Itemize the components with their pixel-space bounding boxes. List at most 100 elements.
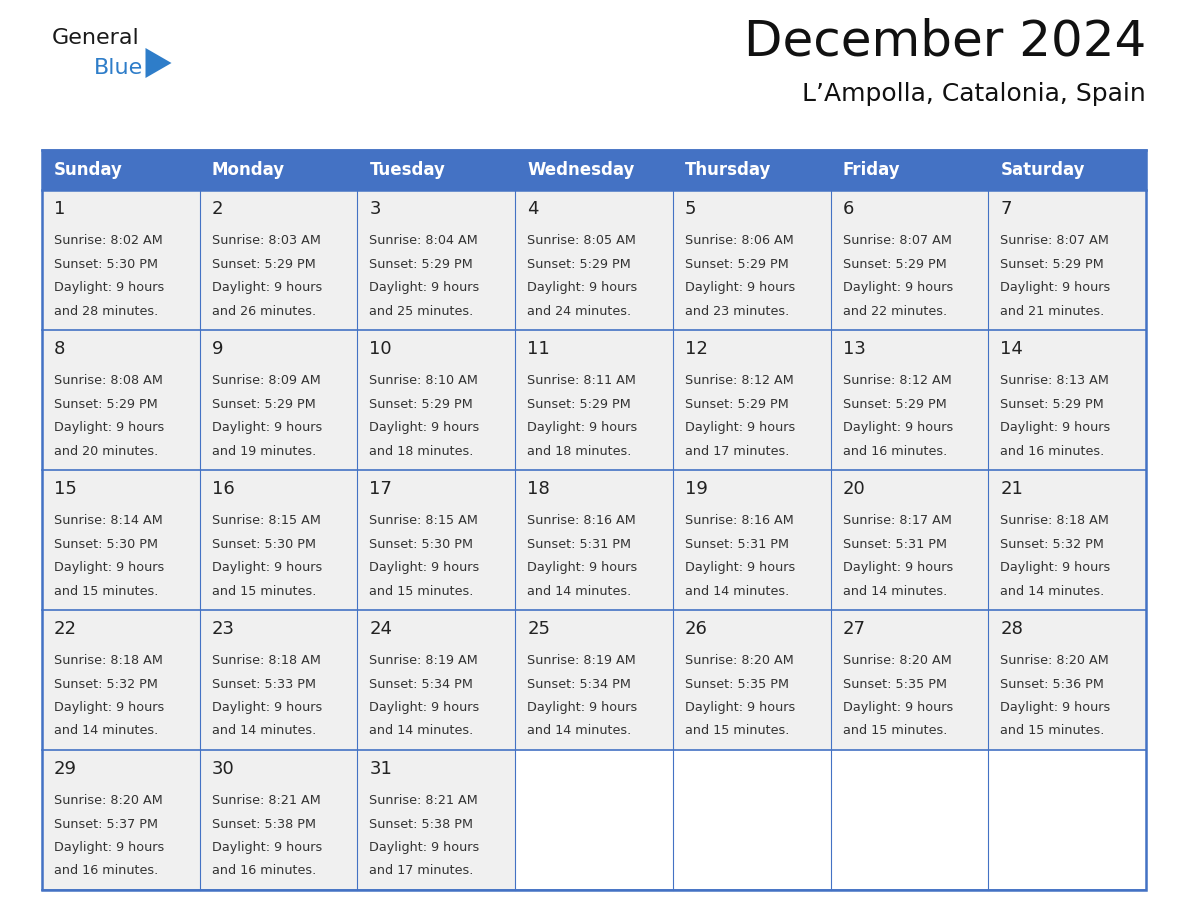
Text: Daylight: 9 hours: Daylight: 9 hours: [1000, 421, 1111, 434]
Text: Sunrise: 8:20 AM: Sunrise: 8:20 AM: [684, 654, 794, 667]
Text: and 23 minutes.: and 23 minutes.: [684, 305, 789, 318]
Text: Sunrise: 8:11 AM: Sunrise: 8:11 AM: [527, 374, 636, 387]
Text: Sunrise: 8:15 AM: Sunrise: 8:15 AM: [369, 514, 479, 527]
Text: Sunrise: 8:03 AM: Sunrise: 8:03 AM: [211, 234, 321, 247]
Text: and 16 minutes.: and 16 minutes.: [1000, 444, 1105, 457]
Text: 25: 25: [527, 620, 550, 638]
Text: 24: 24: [369, 620, 392, 638]
Bar: [200, 150, 358, 190]
Text: and 15 minutes.: and 15 minutes.: [211, 585, 316, 598]
Text: and 17 minutes.: and 17 minutes.: [684, 444, 789, 457]
Text: Daylight: 9 hours: Daylight: 9 hours: [842, 281, 953, 294]
Text: General: General: [52, 28, 140, 48]
Text: Daylight: 9 hours: Daylight: 9 hours: [527, 701, 638, 714]
Text: Sunset: 5:29 PM: Sunset: 5:29 PM: [369, 397, 473, 410]
Text: 16: 16: [211, 480, 234, 498]
Text: and 21 minutes.: and 21 minutes.: [1000, 305, 1105, 318]
Text: Daylight: 9 hours: Daylight: 9 hours: [369, 281, 480, 294]
Text: Sunrise: 8:07 AM: Sunrise: 8:07 AM: [1000, 234, 1110, 247]
Text: and 14 minutes.: and 14 minutes.: [527, 724, 631, 737]
Bar: [830, 610, 988, 750]
Text: 5: 5: [684, 200, 696, 218]
Text: Daylight: 9 hours: Daylight: 9 hours: [53, 281, 164, 294]
Bar: [988, 610, 1146, 750]
Bar: [988, 470, 1146, 610]
Bar: [672, 190, 830, 330]
Text: Sunset: 5:29 PM: Sunset: 5:29 PM: [842, 397, 947, 410]
Bar: [358, 190, 516, 330]
Text: Sunset: 5:29 PM: Sunset: 5:29 PM: [211, 258, 316, 271]
Text: Sunset: 5:29 PM: Sunset: 5:29 PM: [1000, 258, 1104, 271]
Text: Sunset: 5:38 PM: Sunset: 5:38 PM: [369, 818, 474, 831]
Text: 17: 17: [369, 480, 392, 498]
Text: 7: 7: [1000, 200, 1012, 218]
Text: Daylight: 9 hours: Daylight: 9 hours: [1000, 281, 1111, 294]
Text: Friday: Friday: [842, 161, 901, 179]
Text: and 22 minutes.: and 22 minutes.: [842, 305, 947, 318]
Text: Sunset: 5:29 PM: Sunset: 5:29 PM: [369, 258, 473, 271]
Text: Daylight: 9 hours: Daylight: 9 hours: [1000, 561, 1111, 574]
Text: 21: 21: [1000, 480, 1023, 498]
Text: and 14 minutes.: and 14 minutes.: [369, 724, 474, 737]
Text: Daylight: 9 hours: Daylight: 9 hours: [527, 561, 638, 574]
Text: and 16 minutes.: and 16 minutes.: [842, 444, 947, 457]
Text: Sunrise: 8:12 AM: Sunrise: 8:12 AM: [684, 374, 794, 387]
Text: Daylight: 9 hours: Daylight: 9 hours: [369, 421, 480, 434]
Text: 29: 29: [53, 760, 77, 778]
Text: and 25 minutes.: and 25 minutes.: [369, 305, 474, 318]
Text: Saturday: Saturday: [1000, 161, 1085, 179]
Text: Sunrise: 8:17 AM: Sunrise: 8:17 AM: [842, 514, 952, 527]
Text: Sunrise: 8:13 AM: Sunrise: 8:13 AM: [1000, 374, 1110, 387]
Text: Sunrise: 8:15 AM: Sunrise: 8:15 AM: [211, 514, 321, 527]
Text: Daylight: 9 hours: Daylight: 9 hours: [527, 421, 638, 434]
Text: 10: 10: [369, 340, 392, 358]
Bar: [42, 190, 200, 330]
Text: and 19 minutes.: and 19 minutes.: [211, 444, 316, 457]
Bar: [830, 190, 988, 330]
Text: Wednesday: Wednesday: [527, 161, 634, 179]
Text: Sunrise: 8:19 AM: Sunrise: 8:19 AM: [369, 654, 479, 667]
Text: and 28 minutes.: and 28 minutes.: [53, 305, 158, 318]
Text: 8: 8: [53, 340, 65, 358]
Text: 9: 9: [211, 340, 223, 358]
Text: 3: 3: [369, 200, 381, 218]
Text: Sunrise: 8:14 AM: Sunrise: 8:14 AM: [53, 514, 163, 527]
Text: Daylight: 9 hours: Daylight: 9 hours: [369, 561, 480, 574]
Text: Daylight: 9 hours: Daylight: 9 hours: [369, 701, 480, 714]
Text: Sunrise: 8:18 AM: Sunrise: 8:18 AM: [53, 654, 163, 667]
Text: Sunset: 5:36 PM: Sunset: 5:36 PM: [1000, 677, 1104, 690]
Text: Sunrise: 8:06 AM: Sunrise: 8:06 AM: [684, 234, 794, 247]
Text: Sunrise: 8:07 AM: Sunrise: 8:07 AM: [842, 234, 952, 247]
Bar: [42, 470, 200, 610]
Text: Sunrise: 8:21 AM: Sunrise: 8:21 AM: [369, 794, 479, 807]
Text: Daylight: 9 hours: Daylight: 9 hours: [211, 841, 322, 854]
Text: and 15 minutes.: and 15 minutes.: [842, 724, 947, 737]
Text: L’Ampolla, Catalonia, Spain: L’Ampolla, Catalonia, Spain: [802, 82, 1146, 106]
Text: Sunset: 5:35 PM: Sunset: 5:35 PM: [684, 677, 789, 690]
Bar: [516, 150, 672, 190]
Bar: [200, 190, 358, 330]
Bar: [200, 750, 358, 890]
Text: Daylight: 9 hours: Daylight: 9 hours: [1000, 701, 1111, 714]
Text: Sunset: 5:29 PM: Sunset: 5:29 PM: [211, 397, 316, 410]
Text: Sunset: 5:37 PM: Sunset: 5:37 PM: [53, 818, 158, 831]
Text: and 20 minutes.: and 20 minutes.: [53, 444, 158, 457]
Text: 22: 22: [53, 620, 77, 638]
Text: Sunrise: 8:20 AM: Sunrise: 8:20 AM: [842, 654, 952, 667]
Text: Sunset: 5:30 PM: Sunset: 5:30 PM: [53, 258, 158, 271]
Text: Sunset: 5:32 PM: Sunset: 5:32 PM: [53, 677, 158, 690]
Text: Daylight: 9 hours: Daylight: 9 hours: [369, 841, 480, 854]
Bar: [516, 330, 672, 470]
Text: and 16 minutes.: and 16 minutes.: [53, 865, 158, 878]
Text: Sunset: 5:29 PM: Sunset: 5:29 PM: [53, 397, 158, 410]
Text: and 14 minutes.: and 14 minutes.: [211, 724, 316, 737]
Text: Daylight: 9 hours: Daylight: 9 hours: [53, 701, 164, 714]
Text: Sunrise: 8:18 AM: Sunrise: 8:18 AM: [211, 654, 321, 667]
Bar: [358, 750, 516, 890]
Bar: [516, 470, 672, 610]
Text: Daylight: 9 hours: Daylight: 9 hours: [211, 281, 322, 294]
Text: Sunrise: 8:18 AM: Sunrise: 8:18 AM: [1000, 514, 1110, 527]
Text: Sunrise: 8:21 AM: Sunrise: 8:21 AM: [211, 794, 321, 807]
Text: and 15 minutes.: and 15 minutes.: [684, 724, 789, 737]
Text: Daylight: 9 hours: Daylight: 9 hours: [53, 841, 164, 854]
